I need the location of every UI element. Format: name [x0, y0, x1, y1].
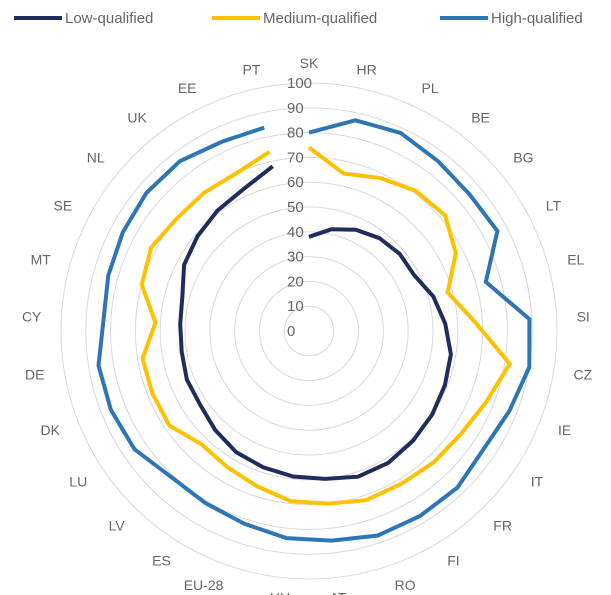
- grid-ring: [159, 181, 459, 481]
- grid-ring: [184, 206, 434, 456]
- category-label: RO: [395, 577, 416, 593]
- category-label: DK: [41, 422, 61, 438]
- category-label: PL: [422, 80, 439, 96]
- legend-label: Medium-qualified: [263, 10, 377, 27]
- grid-ring: [209, 231, 409, 431]
- category-label: HU: [270, 589, 290, 595]
- radial-tick-label: 10: [287, 298, 304, 315]
- category-label: EL: [567, 251, 584, 267]
- category-label: SE: [54, 198, 73, 214]
- category-label: HR: [356, 61, 376, 77]
- radial-tick-labels: 0 10 20 30 40 50 60 70 80 90 100: [287, 75, 312, 340]
- category-label: NL: [87, 150, 105, 166]
- radial-tick-label: 20: [287, 273, 304, 290]
- grid-ring: [234, 256, 384, 406]
- radial-tick-label: 50: [287, 199, 304, 216]
- series-line-medium-qualified: [139, 145, 513, 506]
- radial-tick-label: 40: [287, 224, 304, 241]
- category-label: CY: [22, 309, 42, 325]
- grid-ring: [60, 82, 558, 580]
- category-label: LV: [109, 518, 126, 534]
- category-label: PT: [242, 61, 260, 77]
- category-label: FI: [447, 553, 459, 569]
- radial-tick-label: 100: [287, 75, 312, 92]
- category-label: EE: [178, 80, 197, 96]
- category-label: UK: [127, 110, 147, 126]
- category-label: SK: [300, 55, 319, 71]
- category-label: LU: [69, 473, 87, 489]
- legend-label: High-qualified: [491, 10, 583, 27]
- radial-tick-label: 0: [287, 323, 295, 340]
- grid-ring: [258, 280, 360, 382]
- category-label: FR: [493, 518, 512, 534]
- category-label: AT: [330, 589, 347, 595]
- category-label: DE: [25, 366, 44, 382]
- series-line-low-qualified: [178, 164, 453, 481]
- category-label: ES: [152, 553, 171, 569]
- legend-label: Low-qualified: [65, 10, 153, 27]
- radial-tick-label: 90: [287, 100, 304, 117]
- category-label: LT: [546, 198, 562, 214]
- grid-ring: [85, 107, 533, 555]
- category-label: EU-28: [184, 577, 224, 593]
- radial-tick-label: 70: [287, 149, 304, 166]
- category-label: SI: [577, 309, 590, 325]
- category-label: BE: [471, 110, 490, 126]
- radial-tick-label: 60: [287, 174, 304, 191]
- category-labels: SK HR PL BE BG LT EL SI CZ IE IT FR FI RO AT HU EU-28 ES L…: [22, 55, 593, 595]
- category-label: BG: [513, 150, 533, 166]
- category-label: IT: [531, 473, 544, 489]
- legend: Low-qualified Medium-qualified High-qualif…: [14, 10, 583, 27]
- series-layer: [96, 118, 532, 543]
- category-label: CZ: [574, 366, 593, 382]
- category-label: MT: [31, 251, 52, 267]
- radial-tick-label: 30: [287, 249, 304, 266]
- radial-tick-label: 80: [287, 125, 304, 142]
- grid-ring: [283, 305, 335, 357]
- category-label: IE: [558, 422, 571, 438]
